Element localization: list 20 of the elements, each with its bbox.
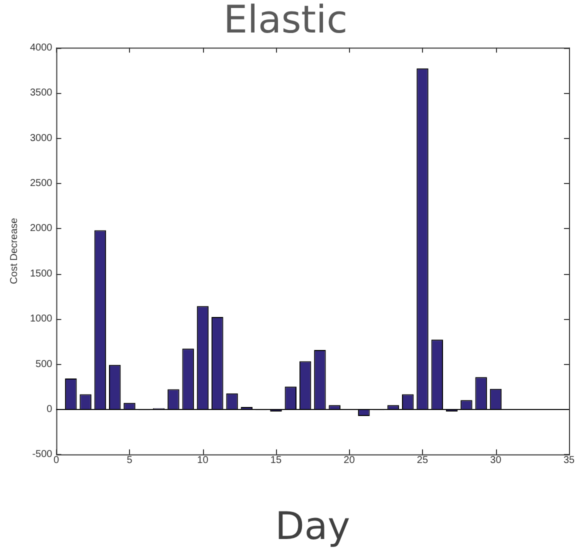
y-tick-label: 500 [36, 358, 53, 370]
x-axis-title: Day [275, 504, 350, 548]
x-tick-label: 20 [344, 455, 356, 466]
y-tick-label: 4000 [30, 42, 53, 54]
x-tick-label: 25 [416, 455, 428, 466]
x-tick-label: 5 [126, 455, 133, 466]
chart-title: Elastic [223, 0, 348, 42]
y-tick-label: 2500 [30, 178, 53, 189]
y-axis-title: Cost Decrease [8, 217, 20, 284]
x-tick-label: 10 [197, 455, 209, 466]
y-tick-label: 1000 [30, 314, 53, 325]
y-tick-label: 2000 [30, 223, 53, 234]
y-tick-label: 0 [46, 404, 53, 415]
y-tick-label: -500 [32, 449, 53, 460]
x-tick-label: 15 [270, 455, 282, 466]
x-tick-label: 30 [490, 455, 502, 466]
y-tick-label: 1500 [30, 268, 53, 280]
x-tick-label: 35 [563, 455, 575, 466]
y-tick-label: 3000 [30, 132, 53, 144]
y-tick-label: 3500 [30, 88, 53, 99]
